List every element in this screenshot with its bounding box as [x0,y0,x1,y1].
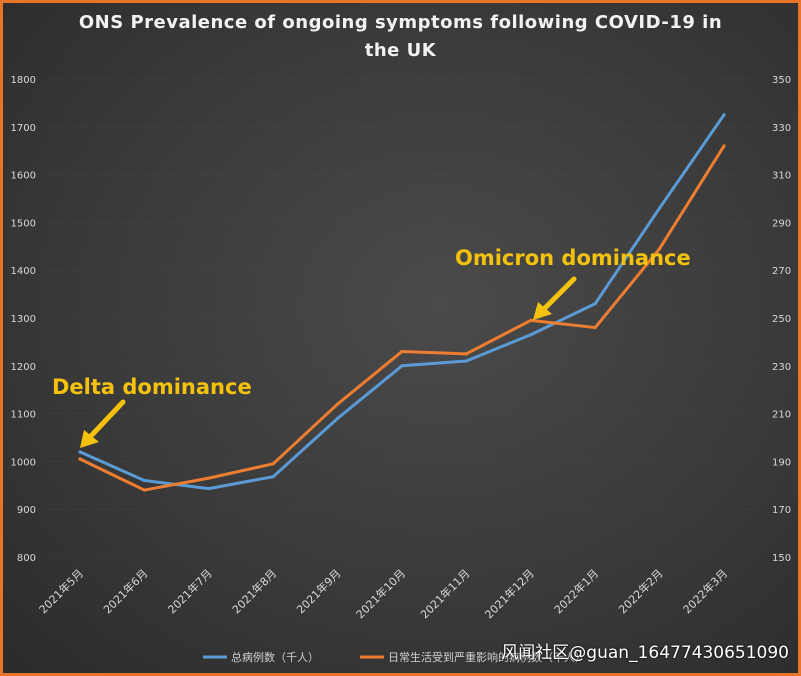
series-1-point [464,359,468,363]
x-axis-tick-label: 2022年2月 [616,566,666,616]
series-2-point [336,402,340,406]
series-2-point [142,488,146,492]
right-axis-tick-label: 330 [772,123,791,134]
x-axis-tick-label: 2021年8月 [229,566,279,616]
right-axis-tick-label: 210 [772,410,791,421]
left-axis-tick-label: 900 [17,505,36,516]
x-axis-tick-label: 2022年3月 [680,566,730,616]
left-axis-tick-label: 1400 [11,266,36,277]
right-axis-tick-label: 310 [772,171,791,182]
legend-label: 日常生活受到严重影响的病例数（千人） [388,650,586,664]
left-axis-tick-label: 1500 [11,218,36,229]
x-axis-tick-label: 2021年12月 [482,566,537,621]
series-2-point [464,352,468,356]
left-axis-tick-label: 1300 [11,314,36,325]
left-axis-tick-label: 1600 [11,171,36,182]
x-axis-tick-label: 2021年11月 [417,566,472,621]
series-line-1 [78,113,726,491]
left-axis-tick-label: 1000 [11,457,36,468]
series-1-point [271,475,275,479]
left-axis-tick-label: 800 [17,553,36,564]
series-2-point [78,457,82,461]
x-axis-tick-label: 2021年7月 [165,566,215,616]
series-2-point [271,462,275,466]
chart-panel [3,3,798,673]
right-axis-tick-label: 230 [772,362,791,373]
left-axis-tick-label: 1100 [11,410,36,421]
chart-title-line2: the UK [364,40,437,61]
series-2-point [722,144,726,148]
right-axis-tick-label: 350 [772,75,791,86]
series-2-point [207,476,211,480]
series-1-point [207,487,211,491]
annotation-arrow-shaft [542,276,577,311]
series-2-point [593,325,597,330]
series-1-point [722,113,726,117]
series-1-point [400,364,404,368]
left-axis-tick-label: 1800 [11,75,36,86]
right-axis-tick-label: 250 [772,314,791,325]
series-1-point [336,416,340,420]
x-axis-tick-label: 2021年6月 [100,566,150,616]
legend-label: 总病例数（千人） [231,650,319,664]
annotation-arrow-head [533,302,552,320]
annotation-arrow-head [80,430,99,448]
series-1-point [142,478,146,483]
series-2-point [400,349,404,354]
right-axis-tick-label: 290 [772,218,791,229]
right-axis-tick-label: 270 [772,266,791,277]
x-axis-tick-label: 2021年9月 [294,566,344,616]
annotation-delta: Delta dominance [52,375,252,399]
right-axis-tick-label: 150 [772,553,791,564]
series-1-point [78,450,82,454]
left-axis-tick-label: 1200 [11,362,36,373]
right-axis-tick-label: 170 [772,505,791,516]
left-axis-tick-label: 1700 [11,123,36,134]
series-1-point [593,302,597,306]
chart-title: ONS Prevalence of ongoing symptoms follo… [78,12,723,33]
watermark: 风闻社区@guan_16477430651090 [501,643,789,663]
annotation-arrow-shaft [87,399,126,440]
annotation-omicron: Omicron dominance [455,246,691,270]
x-axis-tick-label: 2021年5月 [36,566,86,616]
series-1-point [658,206,662,210]
x-axis-tick-label: 2021年10月 [353,566,408,621]
series-2-point [529,318,533,322]
right-axis-tick-label: 190 [772,457,791,468]
series-1-point [529,333,533,337]
x-axis-tick-label: 2022年1月 [551,566,601,616]
series-2-point [658,247,662,251]
